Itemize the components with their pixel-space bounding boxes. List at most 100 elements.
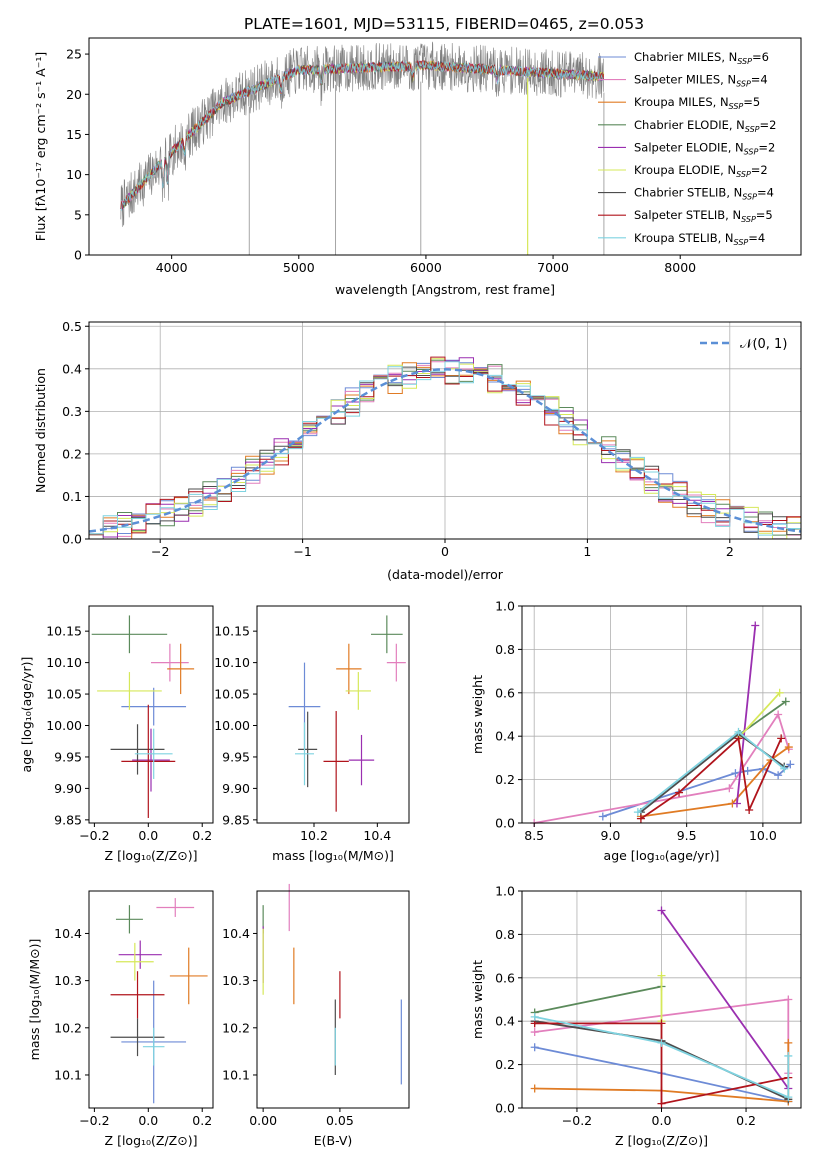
x-tick-label: 10.2 [300,828,328,843]
y-tick-label: 0.0 [62,532,82,547]
x-tick-label: −2 [151,544,169,559]
axes-frame [88,321,802,540]
weight-marker [633,808,642,817]
x-tick-label: 0 [441,544,449,559]
x-axis-label: wavelength [Angstrom, rest frame] [335,282,555,297]
ticks: 8.5 9.0 9.5 10.0 0.0 0.2 0.4 0.6 0.8 1.0 [495,599,777,844]
axes-spectrum: Chabrier MILES, NSSP=6 Salpeter MILES, NS… [33,37,802,297]
errorbar-point [134,728,173,779]
x-tick-label: 10.0 [749,828,777,843]
y-axis-label: age [log₁₀(age/yr)] [19,657,34,773]
weight-marker [781,697,790,706]
x-axis-label: Z [log₁₀(Z/Z⊙)] [105,1133,198,1148]
axes-frame [521,605,802,824]
y-tick-label: 10 [66,167,82,182]
weight-line [640,746,790,818]
axes-age-vs-mass: 10.2 10.4 9.85 9.90 9.95 10.00 10.05 10.10 10.15… [214,605,410,863]
legend-label: Chabrier MILES, NSSP=6 [634,50,769,66]
axes-frame [88,890,214,1109]
legend-label: Salpeter MILES, NSSP=4 [634,73,768,89]
y-tick-label: 10.3 [54,973,82,988]
weight-marker [784,743,793,752]
y-tick-label: 10.10 [46,655,82,670]
axes-frame [521,890,802,1109]
x-tick-label: 2 [726,544,734,559]
x-axis-label: Z [log₁₀(Z/Z⊙)] [615,1133,708,1148]
ticks: 10.2 10.4 9.85 9.90 9.95 10.00 10.05 10.10 10.15 [214,624,391,843]
errorbar-point [132,728,170,792]
y-tick-label: 0.1 [62,489,82,504]
weight-line [534,1016,790,1099]
ticks: 0.00 0.05 10.1 10.2 10.3 10.4 [222,926,354,1128]
axes-frame [88,37,802,256]
errorbar-point [142,1027,165,1066]
legend-label: Salpeter STELIB, NSSP=5 [634,208,773,224]
legend-label: Kroupa MILES, NSSP=5 [634,95,760,111]
y-tick-label: 0 [74,248,82,263]
x-tick-label: 0.0 [138,1113,158,1128]
y-tick-label: 9.95 [54,749,82,764]
y-tick-label: 5 [74,207,82,222]
y-axis-label: Normed distribution [33,368,48,493]
weight-marker [784,995,793,1004]
weight-marker [784,1051,793,1060]
legend-label: 𝒩(0, 1) [740,337,787,352]
errorbar-point [169,947,208,1005]
weight-marker [751,621,760,630]
y-tick-label: 9.85 [222,812,250,827]
weight-marker [734,727,743,736]
spectrum-legend: Chabrier MILES, NSSP=6 Salpeter MILES, NS… [598,50,776,247]
y-tick-label: 10.2 [222,1020,250,1035]
y-tick-label: 0.4 [62,361,82,376]
y-tick-label: 0.6 [495,685,515,700]
y-tick-label: 0.8 [495,642,515,657]
weight-line [534,712,790,824]
x-tick-label: 0.00 [249,1113,277,1128]
x-tick-label: −0.2 [562,1113,592,1128]
y-tick-label: 10.2 [54,1020,82,1035]
y-tick-label: 10.05 [214,687,250,702]
weight-marker [745,805,754,814]
model-spectrum [120,59,605,212]
errorbar-point [336,643,362,695]
x-tick-label: 0.0 [138,828,158,843]
errorbar-point [298,711,318,788]
y-tick-label: 10.4 [222,926,250,941]
x-tick-label: −0.2 [79,828,109,843]
axes-frame [256,890,410,1109]
plot-area [110,898,208,1104]
weight-line [736,625,757,804]
x-axis-label: Z [log₁₀(Z/Z⊙)] [105,848,198,863]
y-tick-label: 15 [66,127,82,142]
y-axis-label: mass [log₁₀(M/M⊙)] [27,939,42,1061]
ticks: −0.2 0.0 0.2 10.1 10.2 10.3 10.4 [54,926,212,1128]
x-axis-label: E(B-V) [314,1133,353,1148]
x-tick-label: 0.2 [736,1113,756,1128]
weight-marker [530,1043,539,1052]
x-axis-label: age [log₁₀(age/yr)] [604,848,720,863]
weight-marker [530,1028,539,1037]
ticks: −2 −1 0 1 2 0.0 0.1 0.2 0.3 0.4 0.5 [62,319,734,559]
weight-marker [774,771,783,780]
y-tick-label: 10.10 [214,655,250,670]
y-tick-label: 10.05 [46,687,82,702]
y-tick-label: 0.5 [62,319,82,334]
weight-marker [530,1084,539,1093]
y-axis-label: Flux [fλ10⁻¹⁷ erg cm⁻² s⁻¹ A⁻¹] [33,52,48,241]
y-tick-label: 10.15 [214,624,250,639]
x-axis-label: (data-model)/error [387,567,504,582]
axes-massweight-vs-Z: −0.2 0.0 0.2 0.0 0.2 0.4 0.6 0.8 1.0 Z [log₁₀(Z/Z… [470,884,802,1148]
weight-line [602,763,791,818]
x-tick-label: 0.2 [192,1113,212,1128]
y-tick-label: 0.8 [495,927,515,942]
x-tick-label: 9.5 [677,828,697,843]
x-tick-label: 4000 [156,260,188,275]
weight-marker [784,1093,793,1102]
weight-marker [784,1038,793,1047]
weight-marker [780,764,789,773]
x-tick-label: −0.2 [79,1113,109,1128]
errorbar-point [371,615,403,654]
x-tick-label: −1 [293,544,311,559]
x-tick-label: 0.0 [652,1113,672,1128]
weight-line [534,985,662,1014]
